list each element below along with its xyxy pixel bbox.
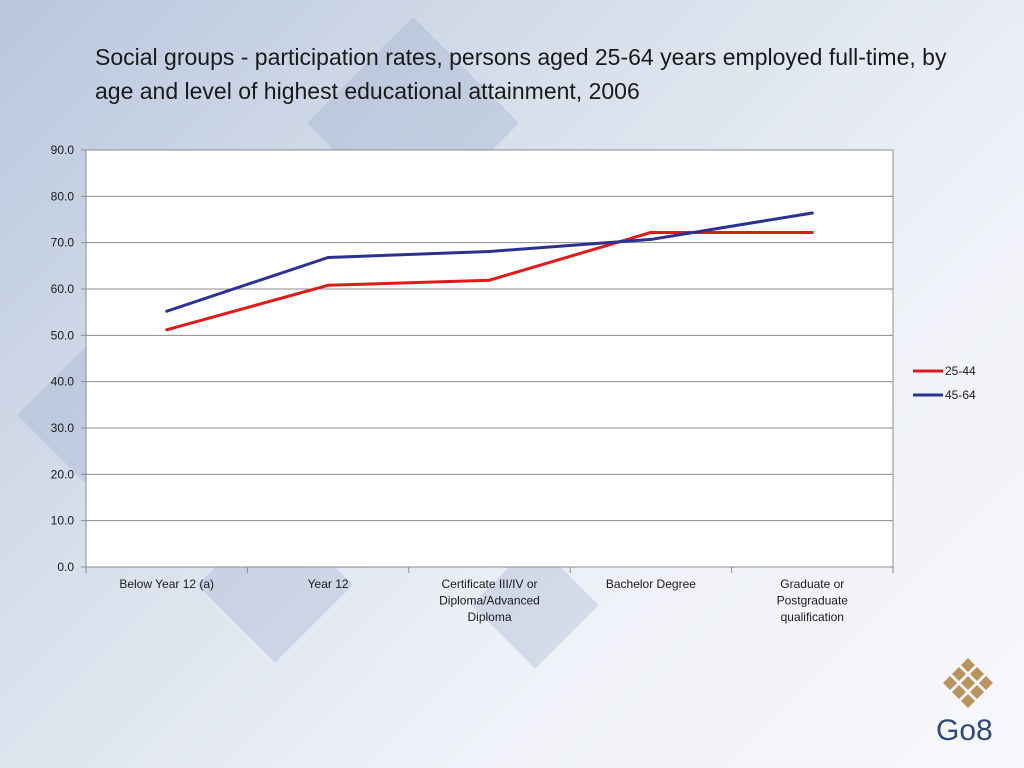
data-point-45-64 — [165, 309, 169, 313]
data-point-45-64 — [649, 237, 653, 241]
x-category-label-line: Below Year 12 (a) — [119, 577, 214, 591]
data-point-25-44 — [165, 328, 169, 332]
logo-diamond — [943, 676, 957, 690]
logo-diamond — [961, 676, 975, 690]
y-tick-label: 50.0 — [51, 328, 75, 342]
data-point-25-44 — [810, 230, 814, 234]
x-category-label-line: Year 12 — [308, 577, 349, 591]
x-category-label: Certificate III/IV or Diploma/Advanced Dip… — [439, 577, 540, 624]
x-category-label-line: qualification — [781, 610, 844, 624]
y-tick-label: 0.0 — [57, 560, 74, 574]
slide-title: Social groups - participation rates, per… — [95, 44, 947, 104]
data-point-45-64 — [488, 249, 491, 253]
y-tick-label: 30.0 — [51, 421, 75, 435]
data-point-25-44 — [488, 278, 491, 282]
logo-diamond — [952, 667, 966, 681]
x-category-label-line: Certificate III/IV or — [441, 577, 537, 591]
y-tick-label: 20.0 — [51, 467, 75, 481]
y-tick-label: 80.0 — [51, 189, 75, 203]
y-tick-label: 60.0 — [51, 282, 75, 296]
x-category-label-line: Bachelor Degree — [606, 577, 696, 591]
legend-label: 25-44 — [945, 364, 976, 378]
legend-label: 45-64 — [945, 388, 976, 402]
y-tick-label: 70.0 — [51, 236, 75, 250]
plot-area — [85, 149, 894, 568]
x-category-label-line: Diploma — [467, 610, 511, 624]
x-category-label-line: Graduate or — [780, 577, 844, 591]
logo-diamond — [961, 694, 975, 708]
data-point-45-64 — [326, 255, 330, 259]
x-category-label: Graduate or Postgraduate qualification — [777, 577, 849, 624]
go8-logo-icon — [943, 658, 993, 708]
y-tick-label: 10.0 — [51, 514, 75, 528]
y-tick-label: 90.0 — [51, 143, 75, 157]
x-category-label: Below Year 12 (a) — [119, 577, 214, 591]
x-category-label-line: Postgraduate — [777, 594, 849, 608]
data-point-45-64 — [810, 211, 814, 215]
data-point-25-44 — [326, 283, 330, 287]
logo-diamond — [961, 658, 975, 672]
data-point-25-44 — [649, 230, 653, 234]
y-tick-label: 40.0 — [51, 375, 75, 389]
logo-diamond — [970, 667, 984, 681]
logo-diamond — [952, 685, 966, 699]
x-category-label: Year 12 — [308, 577, 349, 591]
logo-text: Go8 — [936, 714, 993, 747]
logo-diamond — [970, 685, 984, 699]
x-category-label-line: Diploma/Advanced — [439, 594, 540, 608]
logo-diamond — [979, 676, 993, 690]
x-category-label: Bachelor Degree — [606, 577, 696, 591]
